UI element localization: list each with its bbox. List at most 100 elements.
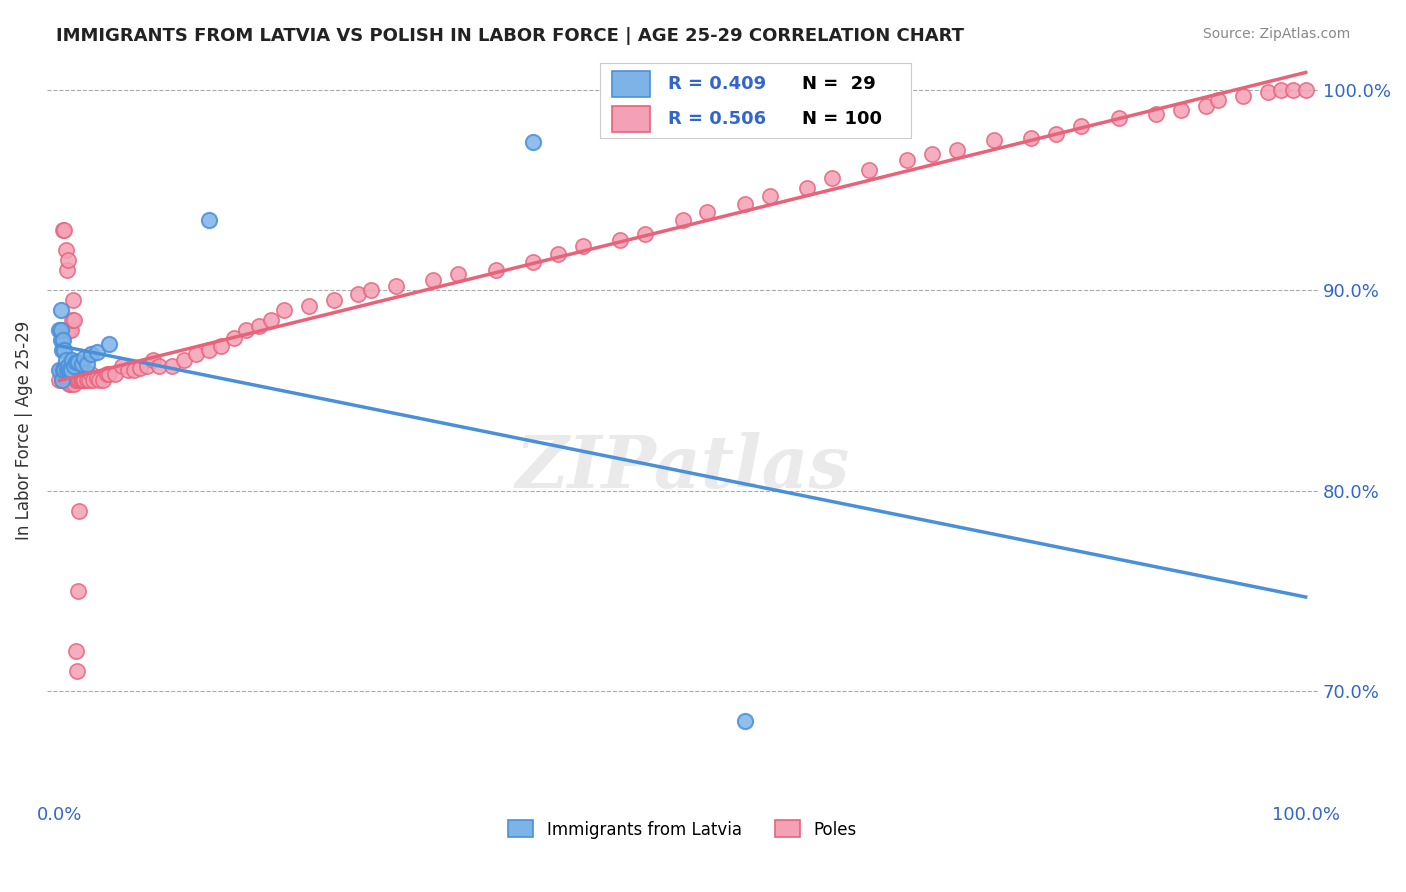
Point <box>1170 103 1192 117</box>
Point <box>60 353 83 368</box>
Point <box>422 273 444 287</box>
Point <box>122 363 145 377</box>
Point <box>921 146 943 161</box>
Point <box>60 313 83 327</box>
Point <box>48 323 70 337</box>
Point <box>79 347 101 361</box>
Point <box>945 143 967 157</box>
Point <box>117 363 139 377</box>
Point <box>734 714 756 729</box>
Point <box>52 363 75 377</box>
Point <box>67 374 90 388</box>
Point <box>142 353 165 368</box>
Point <box>821 170 844 185</box>
Point <box>1282 83 1305 97</box>
Point <box>73 351 96 366</box>
Point <box>1208 93 1230 107</box>
Point <box>51 374 73 388</box>
Point <box>53 374 76 388</box>
Point <box>77 374 100 388</box>
Point <box>51 343 73 358</box>
Point <box>1195 99 1218 113</box>
Point <box>1232 88 1254 103</box>
Point <box>59 363 82 377</box>
Point <box>56 359 79 374</box>
Point <box>273 303 295 318</box>
Point <box>1257 85 1279 99</box>
Y-axis label: In Labor Force | Age 25-29: In Labor Force | Age 25-29 <box>15 321 32 541</box>
Point <box>129 361 152 376</box>
Point <box>160 359 183 374</box>
Point <box>53 363 76 377</box>
Point <box>198 343 221 358</box>
Text: IMMIGRANTS FROM LATVIA VS POLISH IN LABOR FORCE | AGE 25-29 CORRELATION CHART: IMMIGRANTS FROM LATVIA VS POLISH IN LABO… <box>56 27 965 45</box>
Point <box>56 374 79 388</box>
Point <box>89 374 111 388</box>
Point <box>51 323 73 337</box>
Point <box>67 374 90 388</box>
Point <box>66 374 89 388</box>
Point <box>79 368 101 382</box>
Point <box>983 133 1005 147</box>
Point <box>76 358 98 372</box>
Point <box>634 227 657 241</box>
Point <box>60 374 83 388</box>
Point <box>49 303 72 318</box>
Point <box>547 247 569 261</box>
Point <box>858 162 880 177</box>
Point <box>56 363 79 377</box>
Point <box>98 368 121 382</box>
Point <box>62 374 84 388</box>
Point <box>247 319 270 334</box>
Point <box>63 377 86 392</box>
Point <box>758 189 780 203</box>
Point <box>70 358 93 372</box>
Point <box>49 334 72 348</box>
Point <box>385 279 408 293</box>
Point <box>484 263 506 277</box>
Point <box>72 374 94 388</box>
Point <box>67 504 90 518</box>
Point <box>67 584 90 599</box>
Point <box>1070 119 1092 133</box>
Point <box>55 374 77 388</box>
Point <box>59 377 82 392</box>
Point <box>63 313 86 327</box>
Point <box>56 253 79 268</box>
Legend: Immigrants from Latvia, Poles: Immigrants from Latvia, Poles <box>502 814 863 846</box>
Point <box>52 363 75 377</box>
Point <box>52 334 75 348</box>
Point <box>209 339 232 353</box>
Point <box>96 368 118 382</box>
Point <box>70 374 93 388</box>
Point <box>235 323 257 337</box>
Point <box>86 345 108 359</box>
Point <box>53 343 76 358</box>
Point <box>73 374 96 388</box>
Point <box>734 197 756 211</box>
Point <box>49 323 72 337</box>
Point <box>186 347 208 361</box>
Point <box>62 293 84 308</box>
Point <box>76 374 98 388</box>
Point <box>297 299 319 313</box>
Point <box>671 213 693 227</box>
Point <box>1144 107 1167 121</box>
Point <box>447 267 470 281</box>
Point <box>522 255 544 269</box>
Point <box>49 363 72 377</box>
Point <box>173 353 195 368</box>
Point <box>522 135 544 149</box>
Point <box>148 359 170 374</box>
Text: ZIPatlas: ZIPatlas <box>516 433 849 503</box>
Point <box>69 374 91 388</box>
Text: Source: ZipAtlas.com: Source: ZipAtlas.com <box>1202 27 1350 41</box>
Point <box>58 363 80 377</box>
Point <box>48 363 70 377</box>
Point <box>58 377 80 392</box>
Point <box>52 223 75 237</box>
Point <box>65 374 87 388</box>
Point <box>360 283 382 297</box>
Point <box>572 239 595 253</box>
Point <box>1021 130 1043 145</box>
